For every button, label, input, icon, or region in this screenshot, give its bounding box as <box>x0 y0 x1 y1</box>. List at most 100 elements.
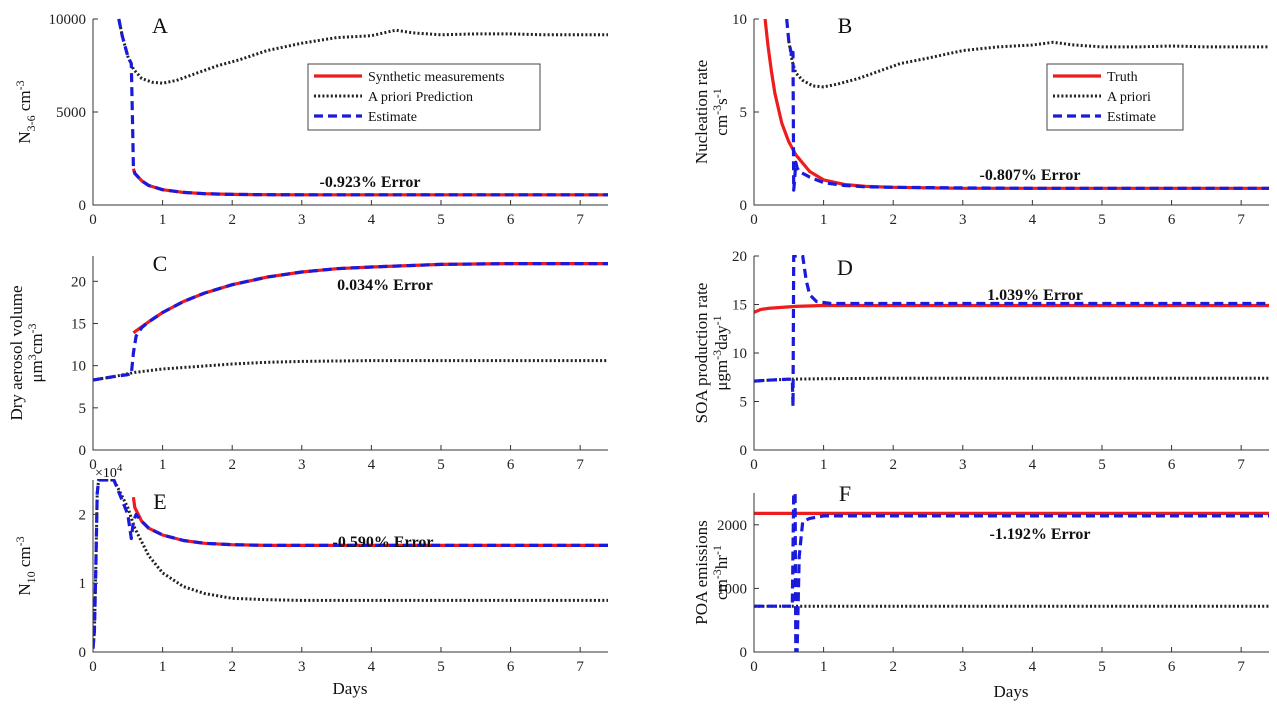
error-annotation: -1.192% Error <box>989 526 1090 543</box>
y-tick-label: 2000 <box>717 518 747 534</box>
panel-f: 0 1 2 3 4 5 6 7 0 1000 2000 F -1.192% Error POA emiss… <box>692 481 1269 675</box>
x-tick-label: 5 <box>437 457 445 473</box>
x-tick-label: 3 <box>298 212 306 228</box>
y-tick-label: 20 <box>732 249 747 265</box>
y-tick-label: 5 <box>740 395 748 411</box>
y-tick-label: 0 <box>79 645 87 661</box>
x-tick-label: 4 <box>1029 659 1037 675</box>
x-tick-label: 6 <box>507 457 515 473</box>
series-line-prior <box>787 40 1269 89</box>
y-tick-label: 1 <box>79 576 87 592</box>
series-line-estimate <box>754 492 1269 652</box>
legend-entry: Truth <box>1107 70 1138 85</box>
x-tick-label: 4 <box>1029 212 1037 228</box>
y-tick-label: 0 <box>79 198 87 214</box>
y-tick-label: 10 <box>732 12 747 28</box>
x-tick-label: 7 <box>1237 457 1245 473</box>
axis-frame <box>753 256 1269 451</box>
y-tick-label: 0 <box>79 443 87 459</box>
error-annotation: -0.590% Error <box>332 534 433 551</box>
x-tick-label: 1 <box>820 457 828 473</box>
panel-c: 0 1 2 3 4 5 6 7 0 5 10 15 20 C 0.034% Error Dry aerosol… <box>7 251 608 473</box>
y-axis-label: Nucleation ratecm-3s-1 <box>692 60 731 164</box>
x-tick-label: 5 <box>1098 659 1106 675</box>
y-axis-label: N3-6 cm-3 <box>13 80 38 143</box>
series-line-truth <box>132 262 608 335</box>
x-tick-label: 6 <box>1168 212 1176 228</box>
x-tick-label: 2 <box>228 212 236 228</box>
panel-e: 0 1 2 3 4 5 6 7 0 1 2 ×104 E -0.590% Error N10 cm-3 <box>13 462 608 675</box>
error-annotation: -0.923% Error <box>319 174 420 191</box>
x-tick-label: 0 <box>89 659 97 675</box>
x-tick-label: 1 <box>159 457 167 473</box>
legend-entry: A priori Prediction <box>368 90 473 105</box>
x-tick-label: 3 <box>959 212 967 228</box>
y-tick-label: 10 <box>71 359 86 375</box>
panel-label: B <box>838 13 853 38</box>
panel-label: D <box>837 255 853 280</box>
legend: Truth A priori Estimate <box>1046 63 1184 131</box>
x-tick-label: 5 <box>437 212 445 228</box>
y-tick-label: 1000 <box>717 581 747 597</box>
x-axis-label-right: Days <box>994 682 1029 701</box>
y-tick-label: 0 <box>740 645 748 661</box>
x-tick-label: 7 <box>576 212 584 228</box>
x-tick-label: 6 <box>507 659 515 675</box>
legend-entry: Estimate <box>1107 110 1156 125</box>
error-annotation: -0.807% Error <box>979 167 1080 184</box>
series-line-prior <box>93 479 608 649</box>
series-line-prior <box>754 376 1269 383</box>
series-line-prior <box>117 18 608 85</box>
y-tick-label: 2 <box>79 507 87 523</box>
axis-frame <box>92 480 608 653</box>
x-tick-label: 4 <box>368 659 376 675</box>
series-line-estimate <box>785 18 1269 192</box>
panel-label: E <box>153 489 166 514</box>
panel-b: 0 1 2 3 4 5 6 7 0 5 10 B -0.807% Error Nucleation rat… <box>692 12 1269 228</box>
y-tick-label: 5 <box>79 401 87 417</box>
y-tick-label: 10 <box>732 346 747 362</box>
x-tick-label: 6 <box>507 212 515 228</box>
y-tick-label: 0 <box>740 443 748 459</box>
y-axis-label: Dry aerosol volumeμm3cm-3 <box>7 285 46 420</box>
x-tick-label: 1 <box>159 659 167 675</box>
x-tick-label: 0 <box>89 212 97 228</box>
x-tick-label: 2 <box>889 212 897 228</box>
x-tick-label: 3 <box>959 457 967 473</box>
x-tick-label: 6 <box>1168 457 1176 473</box>
series-line-estimate <box>93 479 608 649</box>
series-line-truth <box>754 303 1269 314</box>
axis-exponent: ×104 <box>95 462 123 481</box>
series-line-estimate <box>117 18 608 197</box>
x-tick-label: 0 <box>750 659 758 675</box>
x-tick-label: 7 <box>1237 659 1245 675</box>
x-tick-label: 0 <box>89 457 97 473</box>
y-tick-label: 10000 <box>49 12 87 28</box>
legend-entry: A priori <box>1107 90 1151 105</box>
panel-label: F <box>839 481 851 506</box>
legend-entry: Estimate <box>368 110 417 125</box>
x-tick-label: 1 <box>159 212 167 228</box>
error-annotation: 1.039% Error <box>987 287 1083 304</box>
x-tick-label: 4 <box>368 457 376 473</box>
x-tick-label: 5 <box>437 659 445 675</box>
x-axis-label-left: Days <box>333 679 368 698</box>
legend: Synthetic measurements A priori Predictio… <box>307 63 541 131</box>
x-tick-label: 5 <box>1098 212 1106 228</box>
x-tick-label: 2 <box>228 659 236 675</box>
legend-entry: Synthetic measurements <box>368 70 504 85</box>
x-tick-label: 4 <box>1029 457 1037 473</box>
x-tick-label: 3 <box>959 659 967 675</box>
y-axis-label: N10 cm-3 <box>13 536 38 595</box>
series-line-estimate <box>93 262 608 382</box>
panel-a: 0 1 2 3 4 5 6 7 0 5000 10000 A -0.923% Error N3-6 cm-… <box>13 12 608 228</box>
x-tick-label: 2 <box>889 457 897 473</box>
x-tick-label: 7 <box>576 659 584 675</box>
x-tick-label: 7 <box>1237 212 1245 228</box>
x-tick-label: 4 <box>368 212 376 228</box>
x-tick-label: 6 <box>1168 659 1176 675</box>
y-axis-label: SOA production rateμgm-3day-1 <box>692 283 731 424</box>
x-tick-label: 3 <box>298 457 306 473</box>
x-tick-label: 0 <box>750 212 758 228</box>
